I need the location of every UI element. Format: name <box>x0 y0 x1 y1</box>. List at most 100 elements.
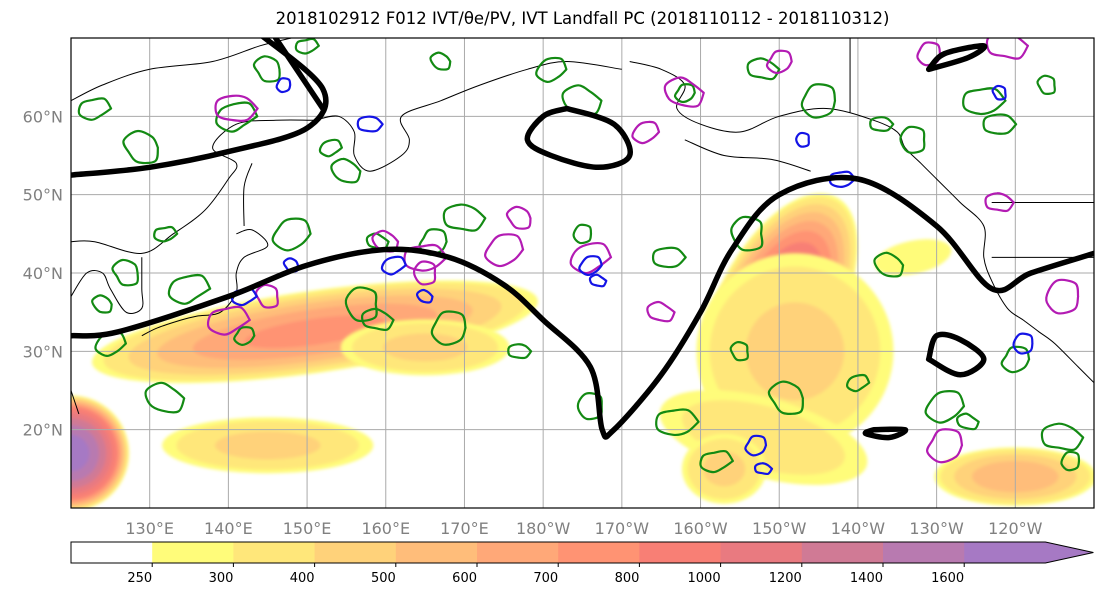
pv-contour <box>111 258 140 287</box>
colorbar-tick-label: 300 <box>209 571 234 586</box>
map-frame <box>70 37 1095 509</box>
pv-contour <box>330 157 362 184</box>
pv-negative-contour <box>1012 332 1034 355</box>
pv-contour <box>318 138 343 158</box>
x-tick-label: 160°W <box>673 519 728 538</box>
pv-negative-contour <box>753 462 774 476</box>
y-tick-label: 60°N <box>23 107 63 126</box>
x-tick-label: 140°E <box>204 519 253 538</box>
x-tick-label: 140°W <box>831 519 886 538</box>
pv-contour <box>730 215 764 252</box>
theta-contour <box>646 300 676 323</box>
pv-contour <box>699 449 734 474</box>
pv-contour <box>507 343 533 360</box>
pv-contour <box>215 101 259 133</box>
colorbar-segment <box>477 542 559 563</box>
pc-contour-line <box>524 105 633 171</box>
colorbar-tick-label: 500 <box>371 571 396 586</box>
pv-contour <box>77 97 113 121</box>
pv-contour <box>1036 74 1056 95</box>
pv-contour <box>271 217 312 252</box>
pc-contour-line <box>272 38 326 112</box>
pv-contour <box>153 225 179 243</box>
pv-negative-contour <box>588 273 608 288</box>
theta-contour <box>484 233 525 268</box>
x-tick-label: 180°W <box>516 519 571 538</box>
colorbar-tick-label: 700 <box>533 571 558 586</box>
pv-contour <box>91 294 113 314</box>
colorbar-segment <box>152 542 234 563</box>
theta-contour <box>984 192 1015 213</box>
pv-negative-contour <box>275 77 292 94</box>
x-tick-label: 120°W <box>988 519 1043 538</box>
pv-negative-contour <box>744 434 768 457</box>
pv-contour <box>982 113 1018 135</box>
pv-contour <box>1060 450 1081 472</box>
ivt-band <box>244 315 386 348</box>
pc-contour-line <box>862 426 909 441</box>
pv-contour <box>956 412 980 431</box>
landfall-pc-contour <box>71 38 1094 441</box>
pc-contour-line <box>71 38 329 178</box>
colorbar-segment <box>639 542 722 563</box>
colorbar-segment <box>801 542 884 563</box>
theta-contour <box>765 49 793 75</box>
pv-negative-contour <box>356 115 384 133</box>
pv-contour <box>767 380 804 415</box>
small-contours <box>77 38 1085 476</box>
colorbar-segment <box>395 542 478 563</box>
x-tick-label: 130°W <box>909 519 964 538</box>
pv-contour <box>873 251 905 278</box>
colorbar-outline <box>70 541 1094 564</box>
pv-contour <box>233 326 256 346</box>
chart-title: 2018102912 F012 IVT/θe/PV, IVT Landfall … <box>275 9 890 28</box>
pv-contour <box>442 203 487 232</box>
theta-contour <box>505 205 532 230</box>
colorbar-tick-label: 250 <box>127 571 152 586</box>
x-tick-label: 150°W <box>752 519 807 538</box>
colorbar-segment <box>558 542 640 563</box>
colorbar-tick-label: 1600 <box>931 571 964 586</box>
colorbar-segment <box>71 542 153 563</box>
x-tick-label: 160°E <box>361 519 410 538</box>
coastline <box>314 60 622 172</box>
coastlines <box>71 38 1094 415</box>
coastline <box>243 163 253 227</box>
theta-contour <box>412 260 437 286</box>
axis-labels: 130°E 140°E 150°E 160°E 170°E 180°W 170°W 160°W… <box>23 107 1043 538</box>
pv-contour <box>869 116 895 133</box>
ivt-feature <box>874 239 952 276</box>
pv-contour <box>294 38 320 55</box>
coastline <box>71 119 315 254</box>
ivt-feature <box>162 417 374 474</box>
theta-contour <box>214 94 259 122</box>
colorbar-tick-label: 1000 <box>688 571 721 586</box>
colorbar: 250 300 400 500 600 700 800 1000 1200 1400 1600 <box>70 541 1094 586</box>
pv-contour <box>655 408 700 437</box>
pv-negative-contour <box>578 255 603 277</box>
x-tick-label: 170°E <box>440 519 489 538</box>
pv-contour <box>122 129 159 165</box>
pv-contour <box>344 286 378 323</box>
colorbar-extend-arrow <box>964 542 1094 563</box>
ivt-feature <box>91 280 538 384</box>
pv-contour <box>729 341 750 362</box>
pv-negative-contour <box>795 131 810 148</box>
colorbar-segment <box>883 542 965 563</box>
pv-contour <box>429 51 452 71</box>
ivt-feature <box>681 433 767 504</box>
theta-contour <box>631 120 661 145</box>
theta-contour <box>403 243 448 272</box>
theta-contour <box>925 428 964 464</box>
ivt-band <box>703 451 746 487</box>
colorbar-tick-label: 1200 <box>769 571 802 586</box>
theta-contour <box>663 76 705 108</box>
pv-contour <box>572 223 593 245</box>
coastline <box>71 390 80 415</box>
y-tick-label: 40°N <box>23 264 63 283</box>
pv-negative-contour <box>380 255 407 276</box>
coastline <box>71 257 144 314</box>
ivt-band <box>71 434 90 472</box>
pv-contour <box>535 56 568 84</box>
